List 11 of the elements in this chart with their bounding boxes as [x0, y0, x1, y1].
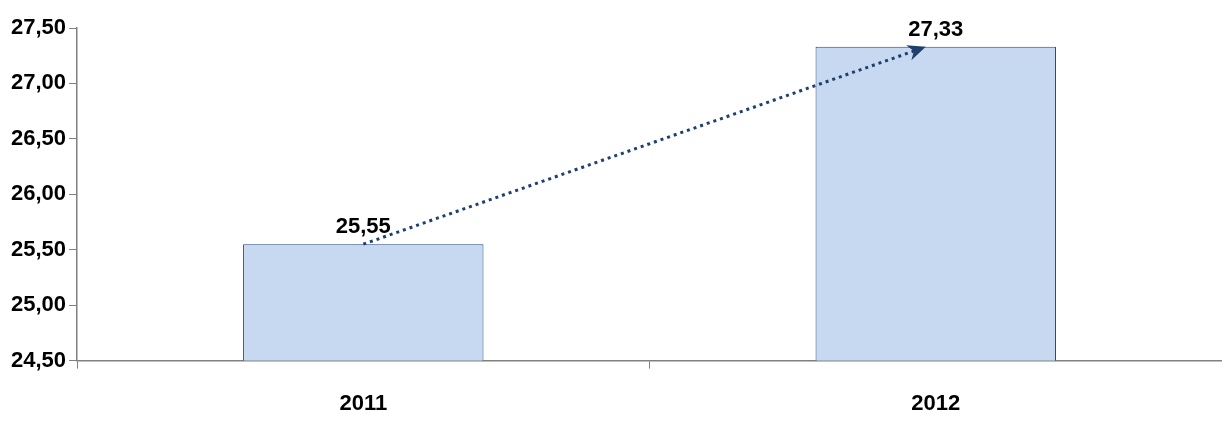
y-tick-label: 25,50 [10, 235, 67, 261]
y-tick-label: 26,00 [10, 180, 67, 206]
y-tick-label: 24,50 [10, 346, 67, 372]
y-tick-label: 25,00 [10, 291, 67, 317]
x-tick-label: 2012 [911, 389, 961, 415]
y-tick-label: 26,50 [10, 124, 67, 150]
data-label: 27,33 [908, 15, 964, 41]
x-tick-label: 2011 [339, 389, 388, 415]
y-tick-label: 27,50 [10, 14, 67, 40]
y-tick-label: 27,00 [10, 69, 67, 95]
data-label: 25,55 [335, 213, 391, 239]
